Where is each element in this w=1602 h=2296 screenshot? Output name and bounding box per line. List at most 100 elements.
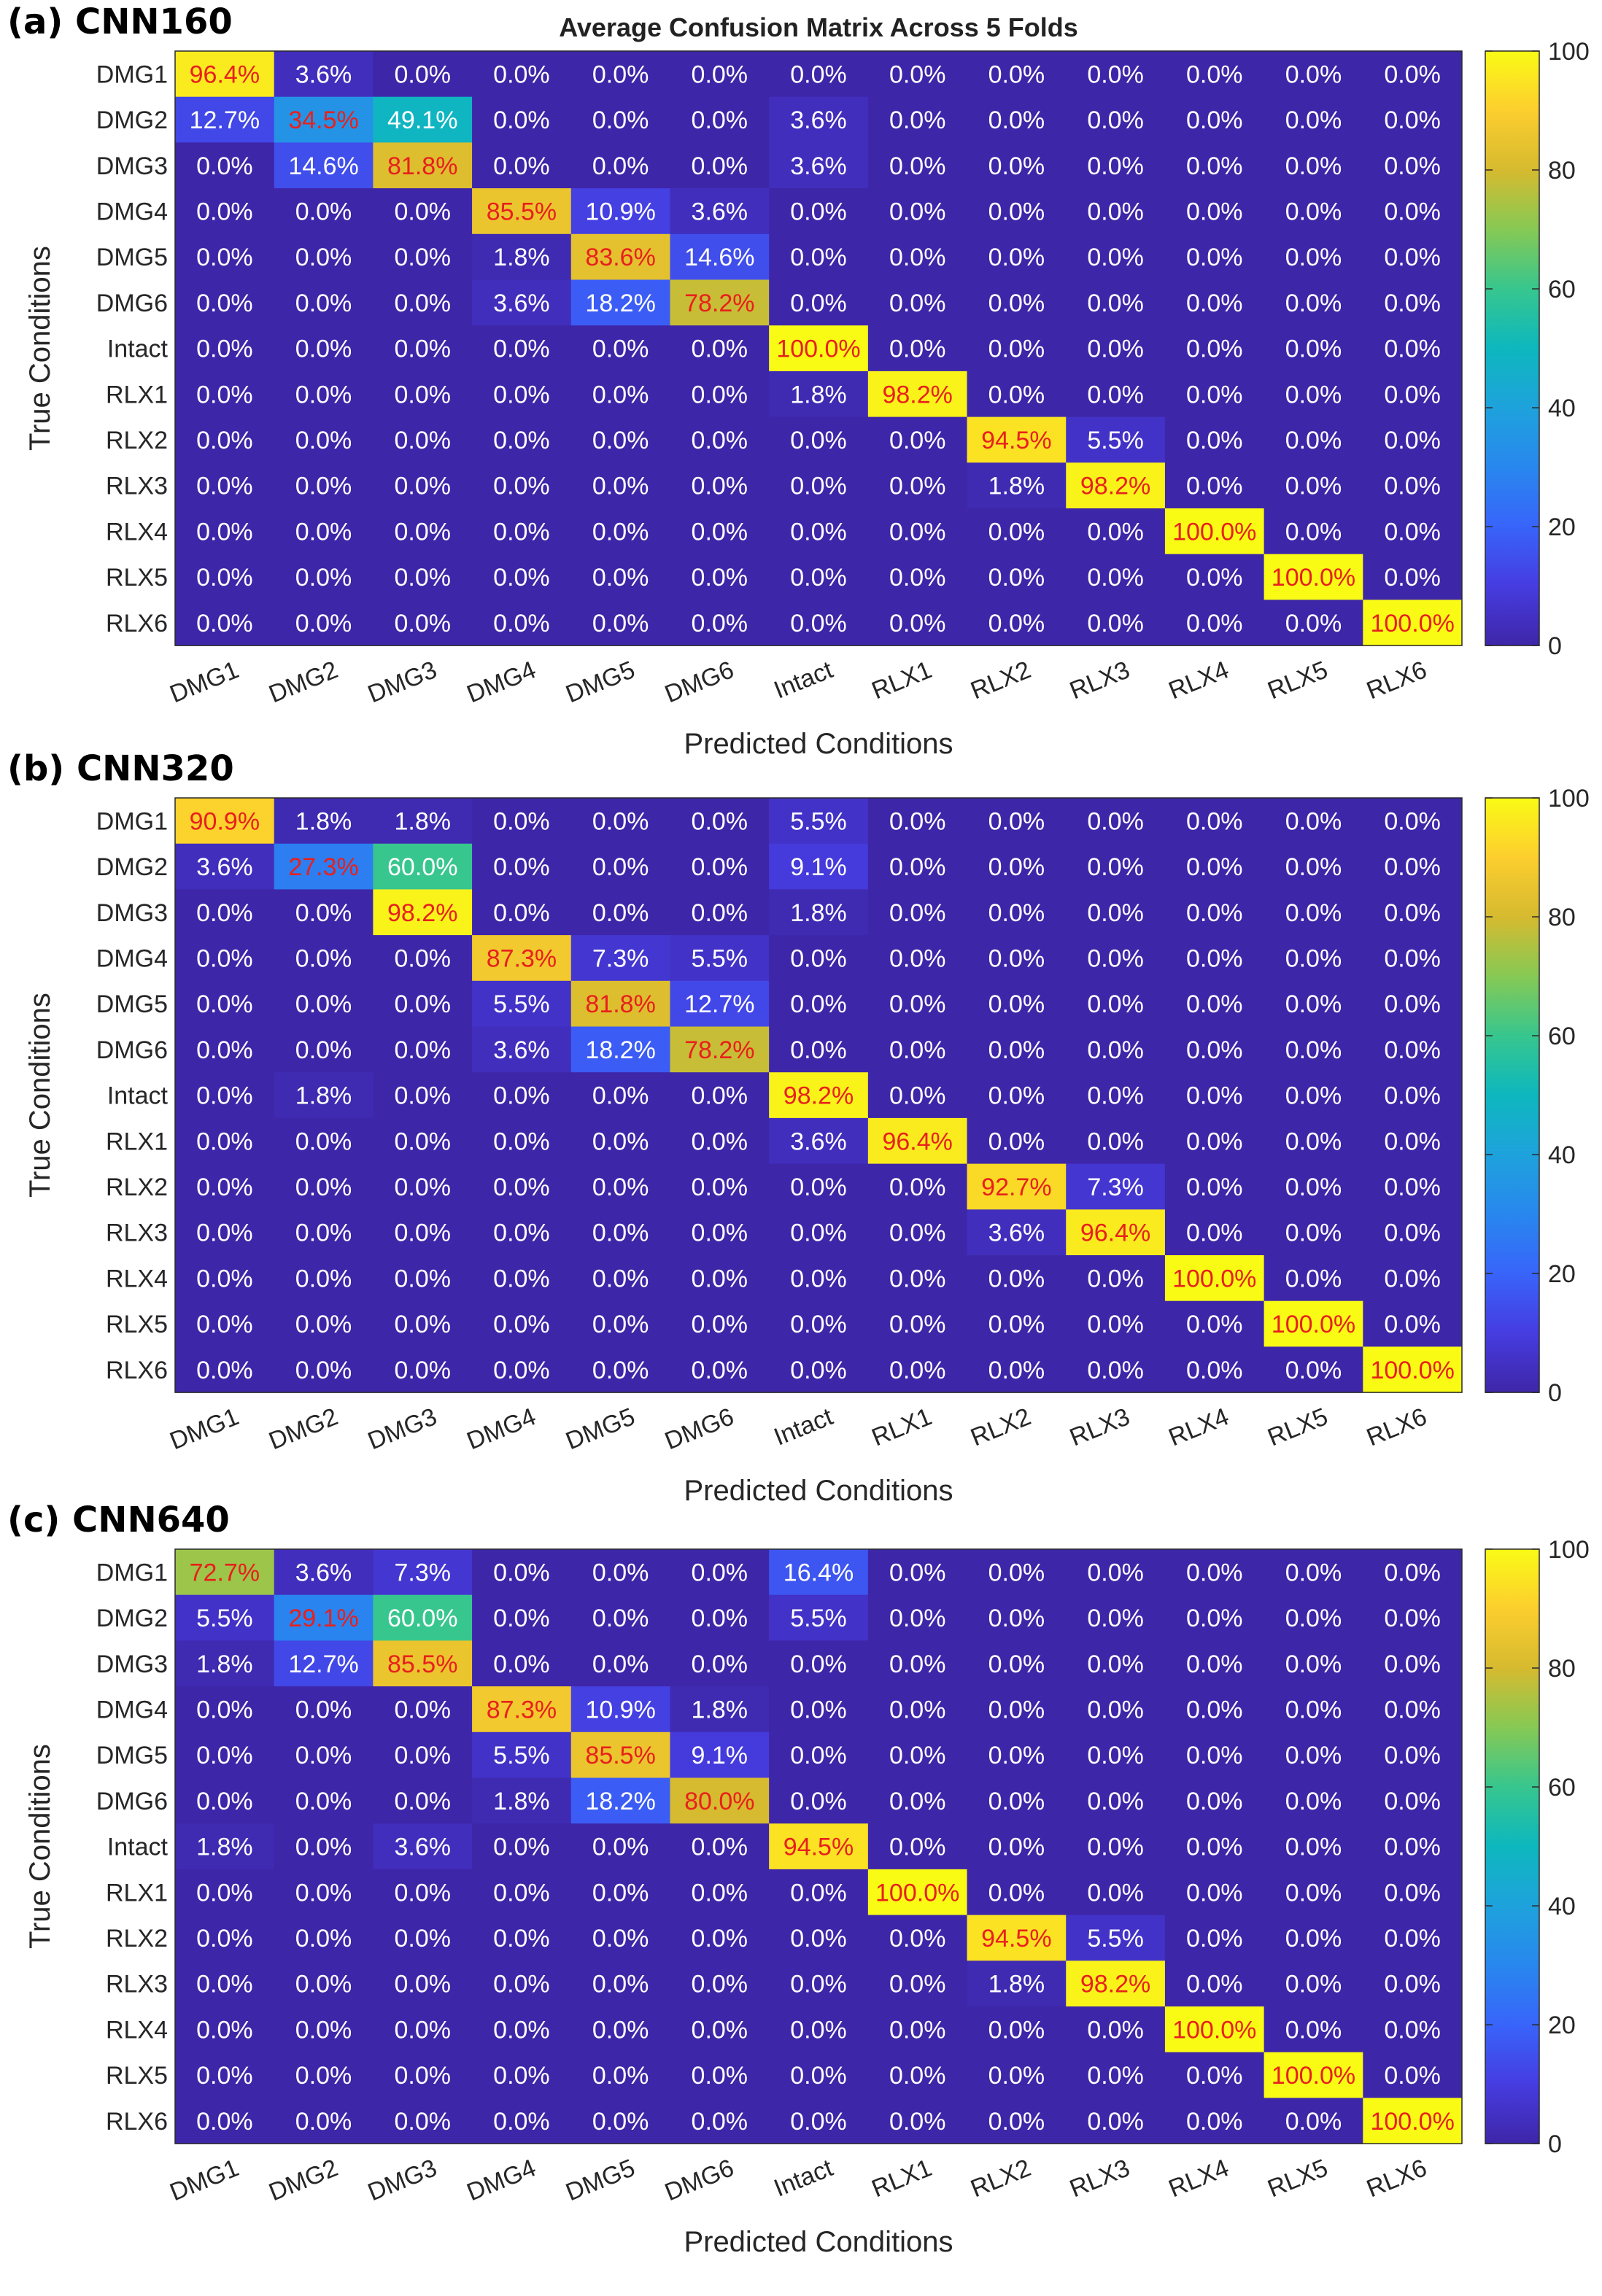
heatmap-cell <box>1066 1300 1166 1347</box>
cell-value: 0.0% <box>196 290 253 317</box>
heatmap-cell <box>1066 279 1166 326</box>
cell-value: 0.0% <box>1186 610 1243 637</box>
heatmap-cell <box>274 1026 374 1073</box>
cell-value: 0.0% <box>1285 2108 1342 2136</box>
heatmap-cell <box>570 462 670 509</box>
heatmap-cell <box>570 554 670 600</box>
colorbar-tick-label: 0 <box>1548 1379 1562 1407</box>
heatmap-cell <box>274 1777 374 1824</box>
colorbar-tick-label: 60 <box>1548 1023 1576 1050</box>
cell-value: 0.0% <box>790 1651 847 1678</box>
heatmap-cell <box>769 1346 869 1393</box>
heatmap-cell <box>769 1300 869 1347</box>
cell-value: 0.0% <box>592 61 649 88</box>
col-label: RLX5 <box>1264 656 1331 705</box>
heatmap-cell <box>1264 1915 1363 1961</box>
cell-value: 0.0% <box>493 853 550 881</box>
cell-value: 0.0% <box>1285 1128 1342 1155</box>
col-label: DMG4 <box>463 2154 540 2206</box>
cell-value: 0.0% <box>394 1696 451 1723</box>
heatmap-cell <box>670 1823 770 1870</box>
cell-value: 0.0% <box>988 381 1045 408</box>
cell-value: 0.0% <box>790 518 847 546</box>
cell-value: 100.0% <box>1172 2016 1256 2044</box>
cell-value: 0.0% <box>196 1311 253 1338</box>
heatmap-cell <box>1164 843 1265 890</box>
heatmap-cell <box>570 1209 670 1256</box>
cell-value: 0.0% <box>1186 427 1243 454</box>
heatmap-cell <box>1264 416 1363 463</box>
heatmap-cell <box>1164 1117 1265 1165</box>
heatmap-cell <box>274 935 374 982</box>
cell-value: 0.0% <box>394 1219 451 1247</box>
cell-value: 0.0% <box>790 1742 847 1769</box>
cell-value: 0.0% <box>988 1082 1045 1110</box>
heatmap-cell <box>769 889 869 936</box>
colorbar-tick-label: 0 <box>1548 632 1562 660</box>
cell-value: 0.0% <box>692 1082 748 1110</box>
heatmap-cell <box>1264 1640 1363 1687</box>
cell-value: 0.0% <box>295 1174 352 1201</box>
cell-value: 96.4% <box>190 61 260 88</box>
cell-value: 5.5% <box>692 945 748 972</box>
cell-value: 0.0% <box>790 1311 847 1338</box>
cell-value: 0.0% <box>889 990 946 1018</box>
heatmap-cell <box>1264 1026 1363 1073</box>
heatmap-cell <box>967 1209 1067 1256</box>
heatmap-cell <box>570 889 670 936</box>
cell-value: 0.0% <box>889 244 946 271</box>
row-label: RLX1 <box>106 1128 168 1155</box>
heatmap-cell <box>769 1255 869 1302</box>
heatmap-cell <box>472 935 572 982</box>
heatmap-cell <box>1164 1960 1265 2007</box>
y-axis-title: True Conditions <box>24 993 56 1198</box>
heatmap-cell <box>769 600 869 646</box>
heatmap-cell <box>1363 2098 1463 2144</box>
heatmap-cell <box>570 1640 670 1687</box>
cell-value: 0.0% <box>493 1651 550 1678</box>
col-label: RLX5 <box>1264 2154 1331 2203</box>
heatmap-cell <box>1264 371 1363 418</box>
cell-value: 0.0% <box>692 106 748 134</box>
cell-value: 0.0% <box>1384 1879 1441 1907</box>
heatmap-cell <box>570 279 670 326</box>
cell-value: 0.0% <box>889 1605 946 1632</box>
heatmap-cell <box>1066 1823 1166 1870</box>
cell-value: 0.0% <box>394 1174 451 1201</box>
cell-value: 3.6% <box>196 853 253 881</box>
cell-value: 80.0% <box>684 1788 754 1815</box>
heatmap-cell <box>1164 325 1265 372</box>
row-label: RLX4 <box>106 518 168 546</box>
cell-value: 0.0% <box>592 1128 649 1155</box>
heatmap-cell <box>867 889 968 936</box>
heatmap-cell <box>1264 1163 1363 1210</box>
heatmap-cell <box>1164 798 1265 845</box>
heatmap-cell <box>1066 600 1166 646</box>
heatmap-cell <box>769 980 869 1027</box>
cell-value: 0.0% <box>1285 1174 1342 1201</box>
cell-value: 0.0% <box>889 1311 946 1338</box>
heatmap-cell <box>867 1960 968 2007</box>
heatmap-cell <box>1164 1163 1265 1210</box>
cell-value: 0.0% <box>493 1879 550 1907</box>
cell-value: 0.0% <box>394 198 451 225</box>
heatmap-cell <box>570 1026 670 1073</box>
heatmap-cell <box>175 371 275 418</box>
heatmap-cell <box>1264 843 1363 890</box>
cell-value: 0.0% <box>790 1925 847 1952</box>
cell-value: 5.5% <box>790 1605 847 1632</box>
heatmap-cell <box>472 1869 572 1916</box>
cell-value: 81.8% <box>387 152 457 180</box>
cell-value: 0.0% <box>1186 853 1243 881</box>
heatmap-cell <box>769 279 869 326</box>
heatmap-cell <box>373 188 473 235</box>
heatmap-cell <box>175 96 275 143</box>
cell-value: 0.0% <box>493 1834 550 1861</box>
heatmap-cell <box>1066 508 1166 555</box>
cell-value: 0.0% <box>1186 2062 1243 2090</box>
cell-value: 78.2% <box>684 1036 754 1064</box>
heatmap-cell <box>1066 96 1166 143</box>
cell-value: 0.0% <box>790 610 847 637</box>
heatmap-cell <box>472 1117 572 1165</box>
heatmap-cell <box>1066 1686 1166 1733</box>
